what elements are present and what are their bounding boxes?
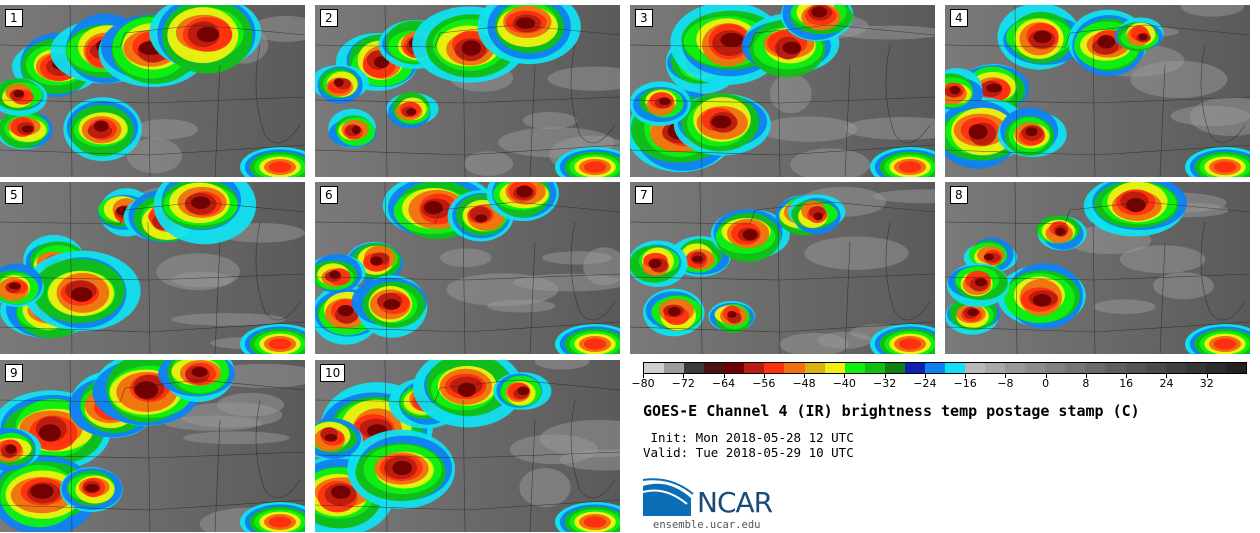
colorbar-swatch xyxy=(924,363,945,373)
colorbar-tick-label: −16 xyxy=(953,377,977,390)
colorbar-tick-mark xyxy=(643,374,644,378)
colorbar-tick-mark xyxy=(924,374,926,378)
colorbar-swatch xyxy=(664,363,685,373)
colorbar-swatch xyxy=(1205,363,1226,373)
ir-satellite-map xyxy=(0,182,305,354)
colorbar-swatch xyxy=(904,363,925,373)
ir-satellite-map xyxy=(945,5,1250,177)
colorbar-tick-label: −40 xyxy=(832,377,856,390)
colorbar-swatch xyxy=(784,363,805,373)
colorbar-swatch xyxy=(1045,363,1066,373)
panel-label: 4 xyxy=(950,9,968,27)
panel-6: 6 xyxy=(315,182,620,354)
colorbar-swatch xyxy=(1185,363,1206,373)
colorbar-swatch xyxy=(1025,363,1046,373)
colorbar-swatch xyxy=(985,363,1006,373)
colorbar-tick-mark xyxy=(965,374,967,378)
panel-2: 2 xyxy=(315,5,620,177)
colorbar-swatch xyxy=(944,363,965,373)
panel-7: 7 xyxy=(630,182,935,354)
ir-satellite-map xyxy=(315,5,620,177)
colorbar-swatch xyxy=(1165,363,1186,373)
colorbar-swatch xyxy=(684,363,705,373)
colorbar-tick-mark xyxy=(1166,374,1168,378)
colorbar-swatch xyxy=(844,363,865,373)
ir-satellite-map xyxy=(315,360,620,532)
panel-4: 4 xyxy=(945,5,1250,177)
ir-satellite-map xyxy=(315,182,620,354)
colorbar-tick-mark xyxy=(1045,374,1047,378)
colorbar-tick-label: −64 xyxy=(711,377,736,390)
colorbar-tick-label: −80 xyxy=(631,377,655,390)
website-link[interactable]: ensemble.ucar.edu xyxy=(653,519,761,531)
panel-label: 6 xyxy=(320,186,338,204)
colorbar-tick-label: 16 xyxy=(1119,377,1134,390)
panel-label: 10 xyxy=(320,364,346,382)
panel-8: 8 xyxy=(945,182,1250,354)
colorbar-tick-label: −24 xyxy=(913,377,937,390)
init-time: Init: Mon 2018-05-28 12 UTC xyxy=(643,430,854,445)
ncar-logo-icon xyxy=(643,478,694,516)
panel-label: 3 xyxy=(635,9,653,27)
colorbar-tick-label: 24 xyxy=(1159,377,1174,390)
panel-label: 2 xyxy=(320,9,338,27)
colorbar-tick-mark xyxy=(1005,374,1007,378)
colorbar-swatch xyxy=(1105,363,1126,373)
colorbar-swatch xyxy=(864,363,885,373)
colorbar-swatch xyxy=(804,363,825,373)
ir-satellite-map xyxy=(0,5,305,177)
colorbar-swatch xyxy=(764,363,785,373)
colorbar-swatch xyxy=(1225,363,1246,373)
panel-5: 5 xyxy=(0,182,305,354)
panel-label: 8 xyxy=(950,186,968,204)
colorbar-ticks: −80 −72 −64 −56 −48 −40 −32 −24 −16 −8 0 8 16 24 32 xyxy=(631,374,1247,393)
ir-satellite-map xyxy=(945,182,1250,354)
colorbar-swatch xyxy=(965,363,986,373)
colorbar-tick-mark xyxy=(763,374,765,378)
panel-label: 7 xyxy=(635,186,653,204)
ncar-logo-text: NCAR xyxy=(697,486,773,519)
panel-9: 9 xyxy=(0,360,305,532)
colorbar-swatch xyxy=(724,363,745,373)
colorbar-tick-label: 8 xyxy=(1082,377,1090,390)
colorbar-tick-label: −72 xyxy=(671,377,695,390)
panel-10: 10 xyxy=(315,360,620,532)
colorbar-tick-mark xyxy=(1085,374,1087,378)
colorbar-tick-mark xyxy=(804,374,806,378)
colorbar-tick-mark xyxy=(683,374,685,378)
panel-label: 1 xyxy=(5,9,23,27)
colorbar-tick-mark xyxy=(723,374,725,378)
colorbar xyxy=(643,362,1247,374)
panel-label: 9 xyxy=(5,364,23,382)
colorbar-tick-mark xyxy=(1126,374,1128,378)
colorbar-tick-label: 0 xyxy=(1042,377,1050,390)
colorbar-tick-label: −56 xyxy=(752,377,776,390)
ir-satellite-map xyxy=(630,182,935,354)
valid-time: Valid: Tue 2018-05-29 10 UTC xyxy=(643,445,854,460)
colorbar-swatch xyxy=(744,363,765,373)
panel-1: 1 xyxy=(0,5,305,177)
ir-satellite-map xyxy=(0,360,305,532)
colorbar-tick-label: 32 xyxy=(1199,377,1214,390)
colorbar-swatch xyxy=(1145,363,1166,373)
colorbar-tick-mark xyxy=(1206,374,1208,378)
panel-label: 5 xyxy=(5,186,23,204)
colorbar-tick-label: −48 xyxy=(792,377,816,390)
colorbar-swatch xyxy=(1005,363,1026,373)
colorbar-swatch xyxy=(1065,363,1086,373)
colorbar-swatch xyxy=(1125,363,1146,373)
panel-3: 3 xyxy=(630,5,935,177)
colorbar-tick-mark xyxy=(884,374,886,378)
colorbar-swatch xyxy=(1085,363,1106,373)
colorbar-tick-label: −32 xyxy=(872,377,897,390)
ir-satellite-map xyxy=(630,5,935,177)
figure-title: GOES-E Channel 4 (IR) brightness temp po… xyxy=(643,402,1140,420)
colorbar-swatch xyxy=(644,363,665,373)
colorbar-swatch xyxy=(704,363,725,373)
colorbar-swatch xyxy=(824,363,845,373)
colorbar-tick-label: −8 xyxy=(997,377,1014,390)
colorbar-tick-mark xyxy=(844,374,846,378)
colorbar-swatch xyxy=(884,363,905,373)
